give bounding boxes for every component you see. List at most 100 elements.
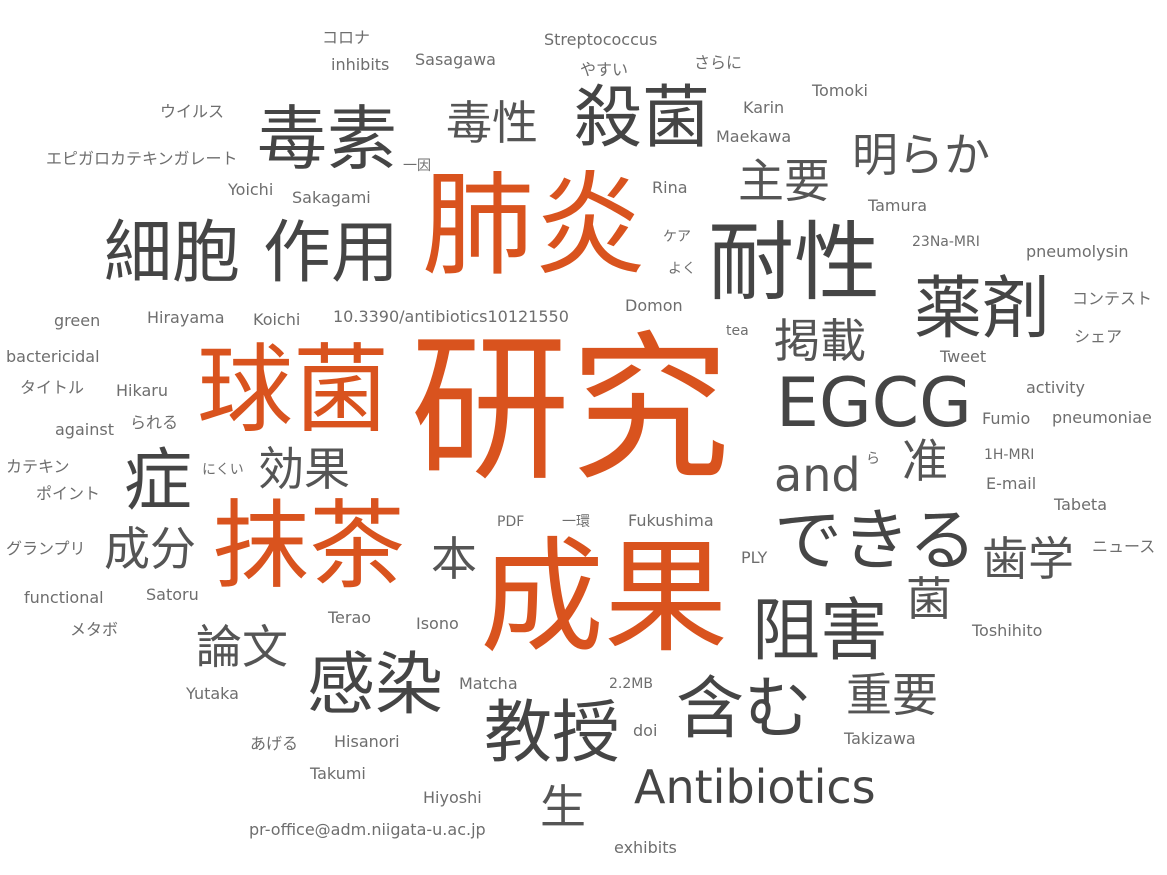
word-yutaka: Yutaka (186, 684, 239, 703)
word-inhibits: inhibits (331, 55, 390, 74)
word-shea: シェア (1074, 327, 1123, 346)
word-koka: 効果 (258, 442, 350, 496)
word-sakkin: 殺菌 (574, 79, 711, 158)
word-hiyoshi: Hiyoshi (423, 788, 482, 807)
word-isono: Isono (416, 614, 459, 633)
word-nyusu: ニュース (1092, 537, 1156, 556)
word-activity: activity (1026, 378, 1085, 397)
word-pointo: ポイント (36, 484, 101, 503)
word-email: E-mail (986, 474, 1037, 493)
word-kansen: 感染 (307, 646, 444, 725)
word-streptococcus: Streptococcus (544, 30, 658, 49)
word-saibo: 細胞 (104, 214, 241, 293)
word-guranpuri: グランプリ (6, 539, 86, 558)
word-egcg-kana: エピガロカテキンガレート (46, 149, 238, 168)
word-nikui: にくい (202, 462, 244, 478)
word-antibiotics: Antibiotics (634, 760, 876, 814)
word-fukushima: Fukushima (628, 511, 714, 530)
word-karin: Karin (743, 98, 785, 117)
word-rareru: られる (130, 413, 179, 432)
word-sakagami: Sakagami (292, 188, 371, 207)
word-jun: 准 (902, 434, 948, 488)
word-ageru: あげる (250, 734, 299, 753)
word-pdf: PDF (497, 514, 525, 530)
word-metabo: メタボ (70, 620, 119, 639)
word-kea: ケア (663, 229, 691, 245)
word-sei: 生 (540, 780, 586, 834)
word-korona: コロナ (322, 28, 371, 47)
word-dekiru: できる (774, 502, 977, 581)
word-email-address: pr-office@adm.niigata-u.ac.jp (249, 820, 486, 839)
word-sayo: 作用 (263, 214, 400, 293)
word-seibun: 成分 (104, 522, 196, 576)
word-yoku: よく (668, 261, 696, 277)
word-koichi: Koichi (253, 310, 301, 329)
word-fukumu: 含む (676, 670, 813, 749)
word-satoru: Satoru (146, 585, 199, 604)
word-tabeta: Tabeta (1054, 495, 1108, 514)
word-fumio: Fumio (982, 409, 1031, 428)
word-yasui: やすい (580, 60, 629, 79)
word-tea: tea (726, 323, 749, 339)
word-toshihito: Toshihito (972, 621, 1043, 640)
word-yakuzai: 薬剤 (914, 270, 1051, 349)
word-maekawa: Maekawa (716, 127, 792, 146)
word-hirayama: Hirayama (147, 308, 225, 327)
word-ikkan: 一環 (562, 514, 590, 530)
word-dokuso: 毒素 (257, 98, 397, 180)
word-sasagawa: Sasagawa (415, 50, 496, 69)
word-tamura: Tamura (868, 196, 928, 215)
word-egcg: EGCG (776, 364, 972, 443)
word-taisei: 耐性 (708, 213, 880, 313)
word-dokusei: 毒性 (446, 96, 538, 150)
word-shigaku: 歯学 (982, 532, 1074, 586)
word-ichiin: 一因 (403, 158, 431, 174)
word-hon: 本 (431, 532, 477, 586)
word-bactericidal: bactericidal (6, 347, 100, 366)
word-yoichi: Yoichi (228, 180, 274, 199)
word-size: 2.2MB (609, 676, 653, 692)
word-ra: ら (866, 451, 880, 467)
word-takumi: Takumi (310, 764, 366, 783)
word-rina: Rina (652, 178, 688, 197)
word-ply: PLY (741, 548, 768, 567)
word-uirusu: ウイルス (160, 102, 225, 121)
word-kin: 菌 (906, 572, 952, 626)
word-green: green (54, 311, 101, 330)
word-functional: functional (24, 588, 104, 607)
word-kenkyu: 研究 (410, 316, 731, 503)
word-and: and (774, 448, 861, 502)
word-kyukin: 球菌 (197, 334, 389, 446)
word-sarani: さらに (694, 53, 743, 72)
word-haien: 肺炎 (422, 161, 646, 291)
word-akiraka: 明らか (852, 128, 990, 182)
word-against: against (55, 420, 114, 439)
word-juyo: 重要 (846, 668, 938, 722)
word-pneumoniae: pneumoniae (1052, 408, 1152, 427)
word-doi-number: 10.3390/antibiotics10121550 (333, 307, 569, 326)
word-domon: Domon (625, 296, 683, 315)
word-mri23: 23Na-MRI (912, 234, 980, 250)
word-terao: Terao (328, 608, 372, 627)
word-exhibits: exhibits (614, 838, 677, 857)
word-keisai: 掲載 (774, 314, 866, 368)
word-mri1h: 1H-MRI (984, 447, 1035, 463)
word-taitoru: タイトル (20, 378, 85, 397)
word-hisanori: Hisanori (334, 732, 400, 751)
word-pneumolysin: pneumolysin (1026, 242, 1129, 261)
word-takizawa: Takizawa (844, 729, 916, 748)
word-kontesuto: コンテスト (1072, 289, 1153, 308)
word-sho: 症 (124, 442, 193, 521)
word-maccha: 抹茶 (213, 490, 405, 602)
word-matcha: Matcha (459, 674, 518, 693)
word-seika: 成果 (480, 526, 729, 670)
word-shuyo: 主要 (738, 154, 830, 208)
word-kyoju: 教授 (484, 694, 621, 773)
word-tweet: Tweet (940, 347, 987, 366)
word-tomoki: Tomoki (812, 81, 868, 100)
word-doi: doi (633, 721, 658, 740)
word-ronbun: 論文 (196, 620, 288, 674)
word-hikaru: Hikaru (116, 381, 168, 400)
word-katekin: カテキン (6, 457, 70, 476)
